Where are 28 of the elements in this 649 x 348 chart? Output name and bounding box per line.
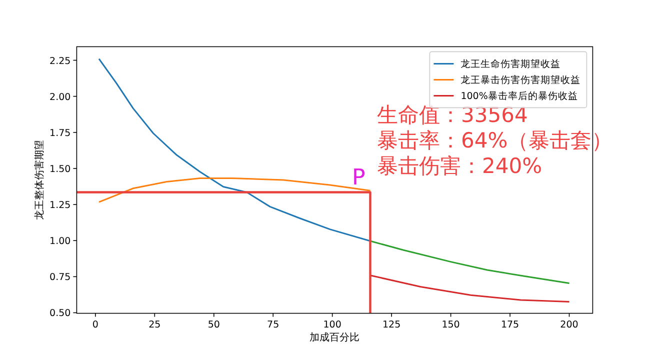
x-tick-label: 125	[382, 319, 401, 330]
y-tick-label: 0.50	[50, 308, 71, 320]
x-tick-label: 75	[267, 319, 280, 330]
x-tick-label: 150	[442, 319, 460, 330]
annotation: 暴击伤害：240%	[377, 154, 542, 178]
x-tick-label: 175	[500, 319, 520, 330]
y-tick-label: 2.00	[50, 92, 71, 103]
x-tick-label: 25	[148, 319, 161, 330]
y-tick-label: 1.50	[50, 164, 71, 175]
y-axis-title: 龙王整体伤害期望	[34, 140, 46, 220]
x-tick-label: 50	[208, 319, 220, 330]
legend-label: 100%暴击率后的暴伤收益	[460, 90, 578, 102]
annotation: 暴击率：64%（暴击套）	[377, 128, 613, 152]
x-tick-label: 0	[92, 319, 98, 330]
line-series	[369, 240, 570, 284]
line-series	[369, 274, 570, 303]
annotation: P	[352, 166, 366, 191]
x-tick-label: 200	[560, 319, 578, 330]
y-tick-label: 1.00	[50, 236, 71, 248]
y-tick-label: 0.75	[50, 272, 71, 284]
x-tick-label: 100	[323, 319, 342, 330]
x-axis-title: 加成百分比	[310, 331, 360, 344]
y-tick-label: 2.25	[50, 56, 71, 67]
y-tick-label: 1.25	[50, 200, 71, 212]
legend-label: 龙王生命伤害期望收益	[460, 58, 561, 70]
y-tick-label: 1.75	[50, 128, 71, 139]
line-series	[98, 58, 371, 242]
legend-label: 龙王暴击伤害伤害期望收益	[460, 74, 581, 86]
